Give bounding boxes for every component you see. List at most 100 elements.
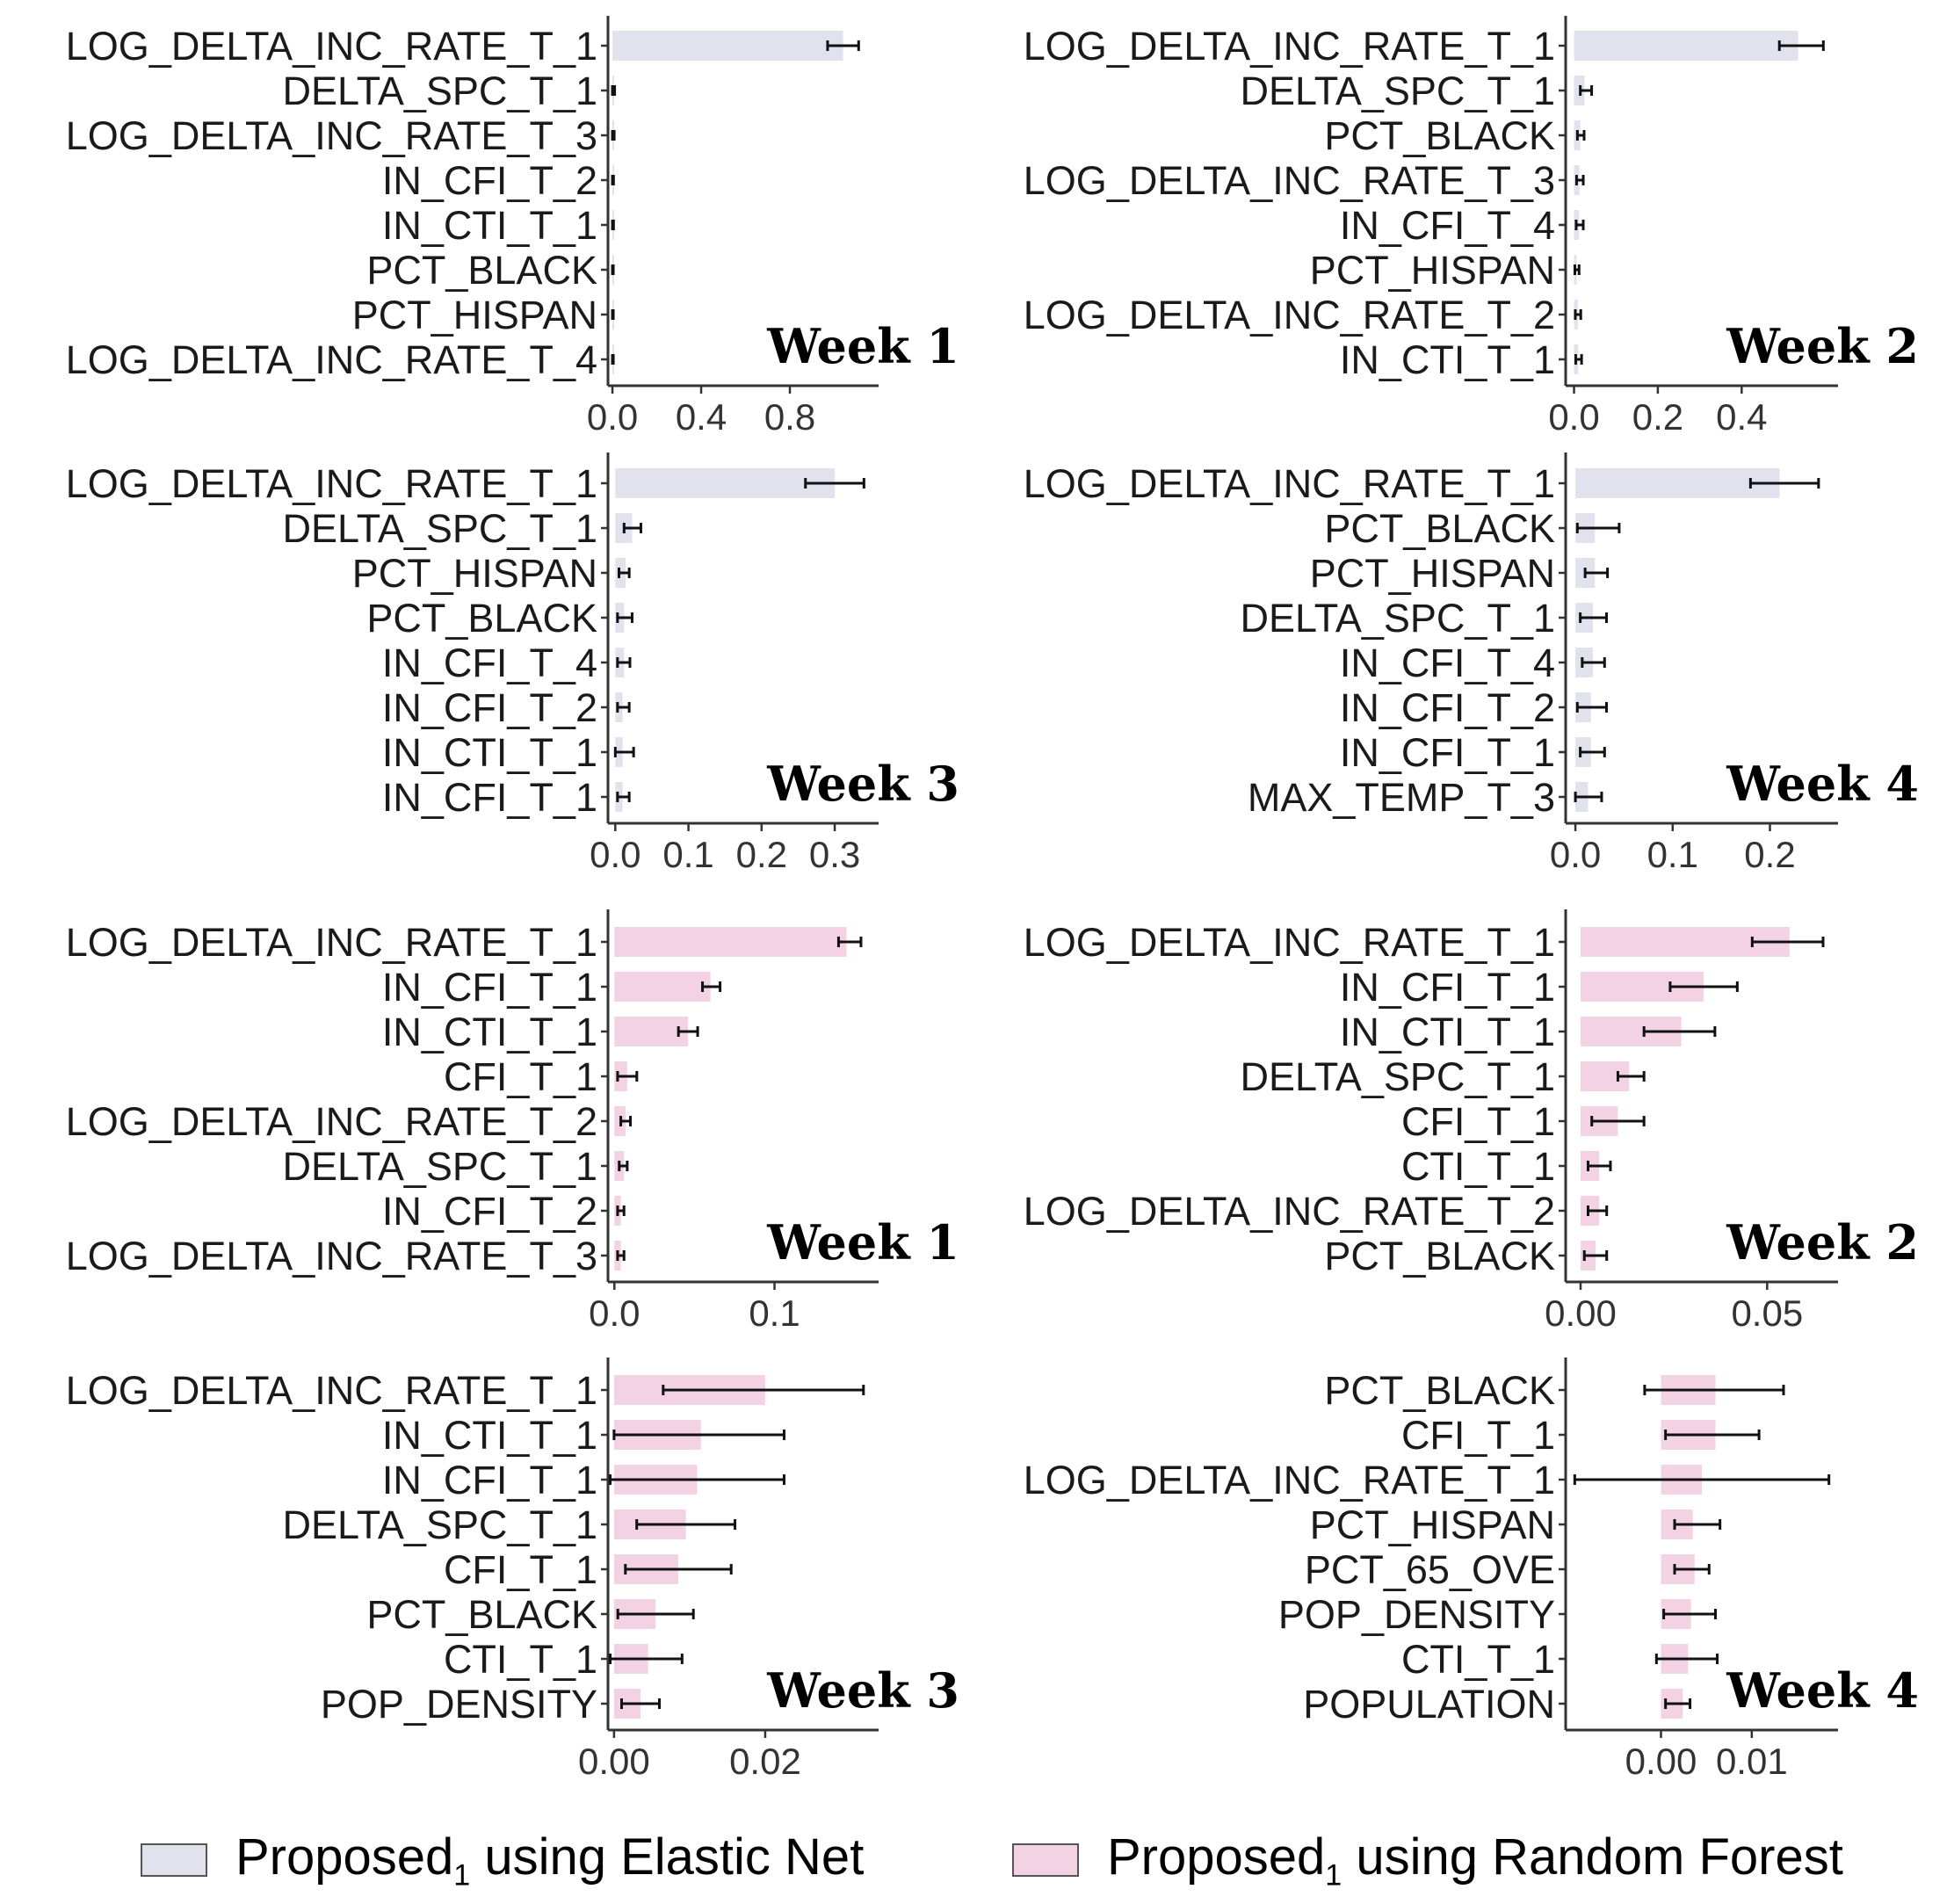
- category-label: PCT_BLACK: [366, 596, 597, 641]
- x-tick-label: 0.2: [1632, 396, 1683, 438]
- category-label: DELTA_SPC_T_1: [283, 69, 597, 113]
- legend-item-elastic-net: Proposed1 using Elastic Net: [141, 1828, 864, 1893]
- category-label: IN_CFI_T_1: [1340, 730, 1555, 775]
- x-tick-label: 0.0: [1548, 396, 1599, 438]
- category-label: IN_CTI_T_1: [382, 1010, 597, 1054]
- bar: [1575, 468, 1780, 498]
- x-tick-label: 0.4: [1716, 396, 1767, 438]
- x-tick-label: 0.2: [736, 834, 787, 875]
- legend-label-elastic-net: Proposed1 using Elastic Net: [235, 1828, 865, 1893]
- category-label: DELTA_SPC_T_1: [283, 1502, 597, 1547]
- legend: Proposed1 using Elastic Net Proposed1 us…: [0, 1828, 1954, 1893]
- category-label: LOG_DELTA_INC_RATE_T_3: [66, 1234, 597, 1278]
- x-tick-label: 0.1: [749, 1292, 800, 1334]
- x-tick-label: 0.00: [1545, 1292, 1617, 1334]
- category-label: PCT_BLACK: [366, 1592, 597, 1637]
- bar: [614, 1017, 689, 1046]
- category-label: IN_CTI_T_1: [382, 203, 597, 248]
- panel-random-forest-week-1: LOG_DELTA_INC_RATE_T_1IN_CFI_T_1IN_CTI_T…: [66, 909, 959, 1334]
- category-label: IN_CFI_T_2: [382, 158, 597, 203]
- category-label: LOG_DELTA_INC_RATE_T_2: [1024, 293, 1555, 337]
- category-label: PCT_BLACK: [1324, 506, 1555, 551]
- panel-elastic-net-week-1: LOG_DELTA_INC_RATE_T_1DELTA_SPC_T_1LOG_D…: [66, 16, 959, 438]
- category-label: PCT_65_OVE: [1305, 1547, 1555, 1592]
- category-label: LOG_DELTA_INC_RATE_T_1: [66, 1368, 597, 1413]
- category-label: POP_DENSITY: [1278, 1592, 1555, 1637]
- panel-elastic-net-week-2: LOG_DELTA_INC_RATE_T_1DELTA_SPC_T_1PCT_B…: [1024, 16, 1919, 438]
- x-tick-label: 0.8: [764, 396, 815, 438]
- panel-elastic-net-week-4: LOG_DELTA_INC_RATE_T_1PCT_BLACKPCT_HISPA…: [1024, 452, 1919, 875]
- category-label: IN_CFI_T_1: [382, 965, 597, 1010]
- week-label: Week 3: [766, 1662, 959, 1719]
- panel-random-forest-week-2: LOG_DELTA_INC_RATE_T_1IN_CFI_T_1IN_CTI_T…: [1024, 909, 1919, 1334]
- category-label: LOG_DELTA_INC_RATE_T_4: [66, 337, 597, 382]
- category-label: IN_CFI_T_4: [1340, 641, 1555, 685]
- category-label: LOG_DELTA_INC_RATE_T_2: [1024, 1189, 1555, 1234]
- category-label: CFI_T_1: [444, 1547, 597, 1592]
- category-label: LOG_DELTA_INC_RATE_T_3: [66, 113, 597, 158]
- week-label: Week 4: [1726, 1662, 1919, 1719]
- bar: [1574, 31, 1798, 61]
- category-label: CFI_T_1: [444, 1054, 597, 1099]
- category-label: LOG_DELTA_INC_RATE_T_1: [1024, 1458, 1555, 1502]
- x-tick-label: 0.00: [1625, 1741, 1697, 1782]
- category-label: DELTA_SPC_T_1: [283, 1144, 597, 1189]
- category-label: PCT_BLACK: [1324, 1368, 1555, 1413]
- category-label: DELTA_SPC_T_1: [1241, 1054, 1555, 1099]
- category-label: LOG_DELTA_INC_RATE_T_1: [1024, 24, 1555, 69]
- category-label: LOG_DELTA_INC_RATE_T_1: [1024, 461, 1555, 506]
- x-tick-label: 0.1: [1647, 834, 1698, 875]
- category-label: MAX_TEMP_T_3: [1248, 775, 1555, 820]
- x-tick-label: 0.02: [729, 1741, 801, 1782]
- category-label: IN_CTI_T_1: [1340, 337, 1555, 382]
- category-label: CFI_T_1: [1401, 1413, 1555, 1458]
- category-label: IN_CTI_T_1: [382, 730, 597, 775]
- category-label: IN_CTI_T_1: [1340, 1010, 1555, 1054]
- category-label: LOG_DELTA_INC_RATE_T_1: [1024, 920, 1555, 965]
- x-tick-label: 0.00: [578, 1741, 650, 1782]
- panel-elastic-net-week-3: LOG_DELTA_INC_RATE_T_1DELTA_SPC_T_1PCT_H…: [66, 452, 959, 875]
- category-label: IN_CFI_T_1: [382, 775, 597, 820]
- category-label: PCT_HISPAN: [352, 551, 597, 596]
- category-label: CTI_T_1: [444, 1637, 597, 1682]
- legend-item-random-forest: Proposed1 using Random Forest: [1012, 1828, 1843, 1893]
- x-tick-label: 0.4: [676, 396, 727, 438]
- panel-random-forest-week-4: PCT_BLACKCFI_T_1LOG_DELTA_INC_RATE_T_1PC…: [1024, 1357, 1919, 1782]
- category-label: DELTA_SPC_T_1: [283, 506, 597, 551]
- category-label: PCT_BLACK: [366, 248, 597, 293]
- x-tick-label: 0.2: [1744, 834, 1795, 875]
- category-label: PCT_HISPAN: [1310, 1502, 1555, 1547]
- category-label: IN_CFI_T_1: [382, 1458, 597, 1502]
- category-label: IN_CFI_T_2: [382, 1189, 597, 1234]
- category-label: PCT_BLACK: [1324, 113, 1555, 158]
- category-label: LOG_DELTA_INC_RATE_T_1: [66, 461, 597, 506]
- category-label: IN_CFI_T_4: [1340, 203, 1555, 248]
- category-label: IN_CTI_T_1: [382, 1413, 597, 1458]
- category-label: LOG_DELTA_INC_RATE_T_3: [1024, 158, 1555, 203]
- week-label: Week 1: [766, 318, 959, 374]
- week-label: Week 3: [766, 756, 959, 812]
- bar: [614, 972, 711, 1002]
- category-label: CTI_T_1: [1401, 1637, 1555, 1682]
- legend-swatch-random-forest: [1012, 1843, 1079, 1878]
- category-label: CFI_T_1: [1401, 1099, 1555, 1144]
- category-label: CTI_T_1: [1401, 1144, 1555, 1189]
- x-tick-label: 0.0: [1550, 834, 1601, 875]
- category-label: PCT_HISPAN: [1310, 551, 1555, 596]
- x-tick-label: 0.3: [809, 834, 860, 875]
- week-label: Week 1: [766, 1214, 959, 1271]
- week-label: Week 2: [1726, 1214, 1919, 1271]
- category-label: PCT_HISPAN: [1310, 248, 1555, 293]
- x-tick-label: 0.01: [1716, 1741, 1788, 1782]
- week-label: Week 4: [1726, 756, 1919, 812]
- category-label: POPULATION: [1303, 1682, 1555, 1727]
- panel-random-forest-week-3: LOG_DELTA_INC_RATE_T_1IN_CTI_T_1IN_CFI_T…: [66, 1357, 959, 1782]
- x-tick-label: 0.0: [589, 1292, 640, 1334]
- bar: [614, 927, 847, 957]
- category-label: DELTA_SPC_T_1: [1241, 69, 1555, 113]
- category-label: POP_DENSITY: [321, 1682, 597, 1727]
- x-tick-label: 0.0: [590, 834, 640, 875]
- week-label: Week 2: [1726, 318, 1919, 374]
- category-label: LOG_DELTA_INC_RATE_T_1: [66, 24, 597, 69]
- category-label: PCT_HISPAN: [352, 293, 597, 337]
